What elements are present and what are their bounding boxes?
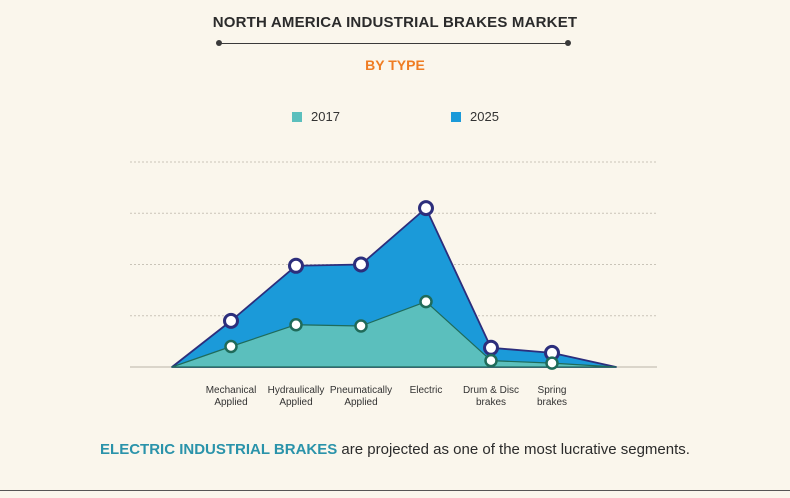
data-point-2025 <box>223 312 239 329</box>
chart-subtitle: BY TYPE <box>365 57 425 73</box>
bottom-divider <box>0 490 790 491</box>
legend-item-2017: 2017 <box>292 109 340 124</box>
x-tick-label: Pneumatically Applied <box>330 385 392 408</box>
data-point-2017 <box>484 353 498 368</box>
title-rule-left-dot <box>216 40 222 46</box>
legend-swatch-2017 <box>292 112 302 122</box>
data-point-2017 <box>545 356 559 370</box>
data-point-2017 <box>289 317 303 332</box>
title-rule-right-dot <box>565 40 571 46</box>
x-tick-label: Mechanical Applied <box>206 385 257 408</box>
data-point-2025 <box>353 256 369 273</box>
legend-swatch-2025 <box>451 112 461 122</box>
x-tick-label: Electric <box>410 385 443 396</box>
legend-item-2025: 2025 <box>451 109 499 124</box>
data-point-2017 <box>224 339 238 354</box>
footer-text: are projected as one of the most lucrati… <box>337 441 690 458</box>
legend-label-2017: 2017 <box>311 109 340 124</box>
footer-highlight: ELECTRIC INDUSTRIAL BRAKES <box>100 441 338 458</box>
data-point-2025 <box>418 200 434 217</box>
data-point-2025 <box>483 339 499 356</box>
footer-note: ELECTRIC INDUSTRIAL BRAKES are projected… <box>0 441 790 458</box>
x-tick-label: Drum & Disc brakes <box>463 385 519 408</box>
legend-label-2025: 2025 <box>470 109 499 124</box>
data-point-2017 <box>354 319 368 333</box>
x-tick-label: Hydraulically Applied <box>268 385 325 408</box>
data-point-2017 <box>419 294 433 309</box>
x-tick-label: Spring brakes <box>537 385 567 408</box>
title-underline <box>218 43 568 44</box>
data-point-2025 <box>288 257 304 274</box>
chart-title: NORTH AMERICA INDUSTRIAL BRAKES MARKET <box>212 14 578 31</box>
